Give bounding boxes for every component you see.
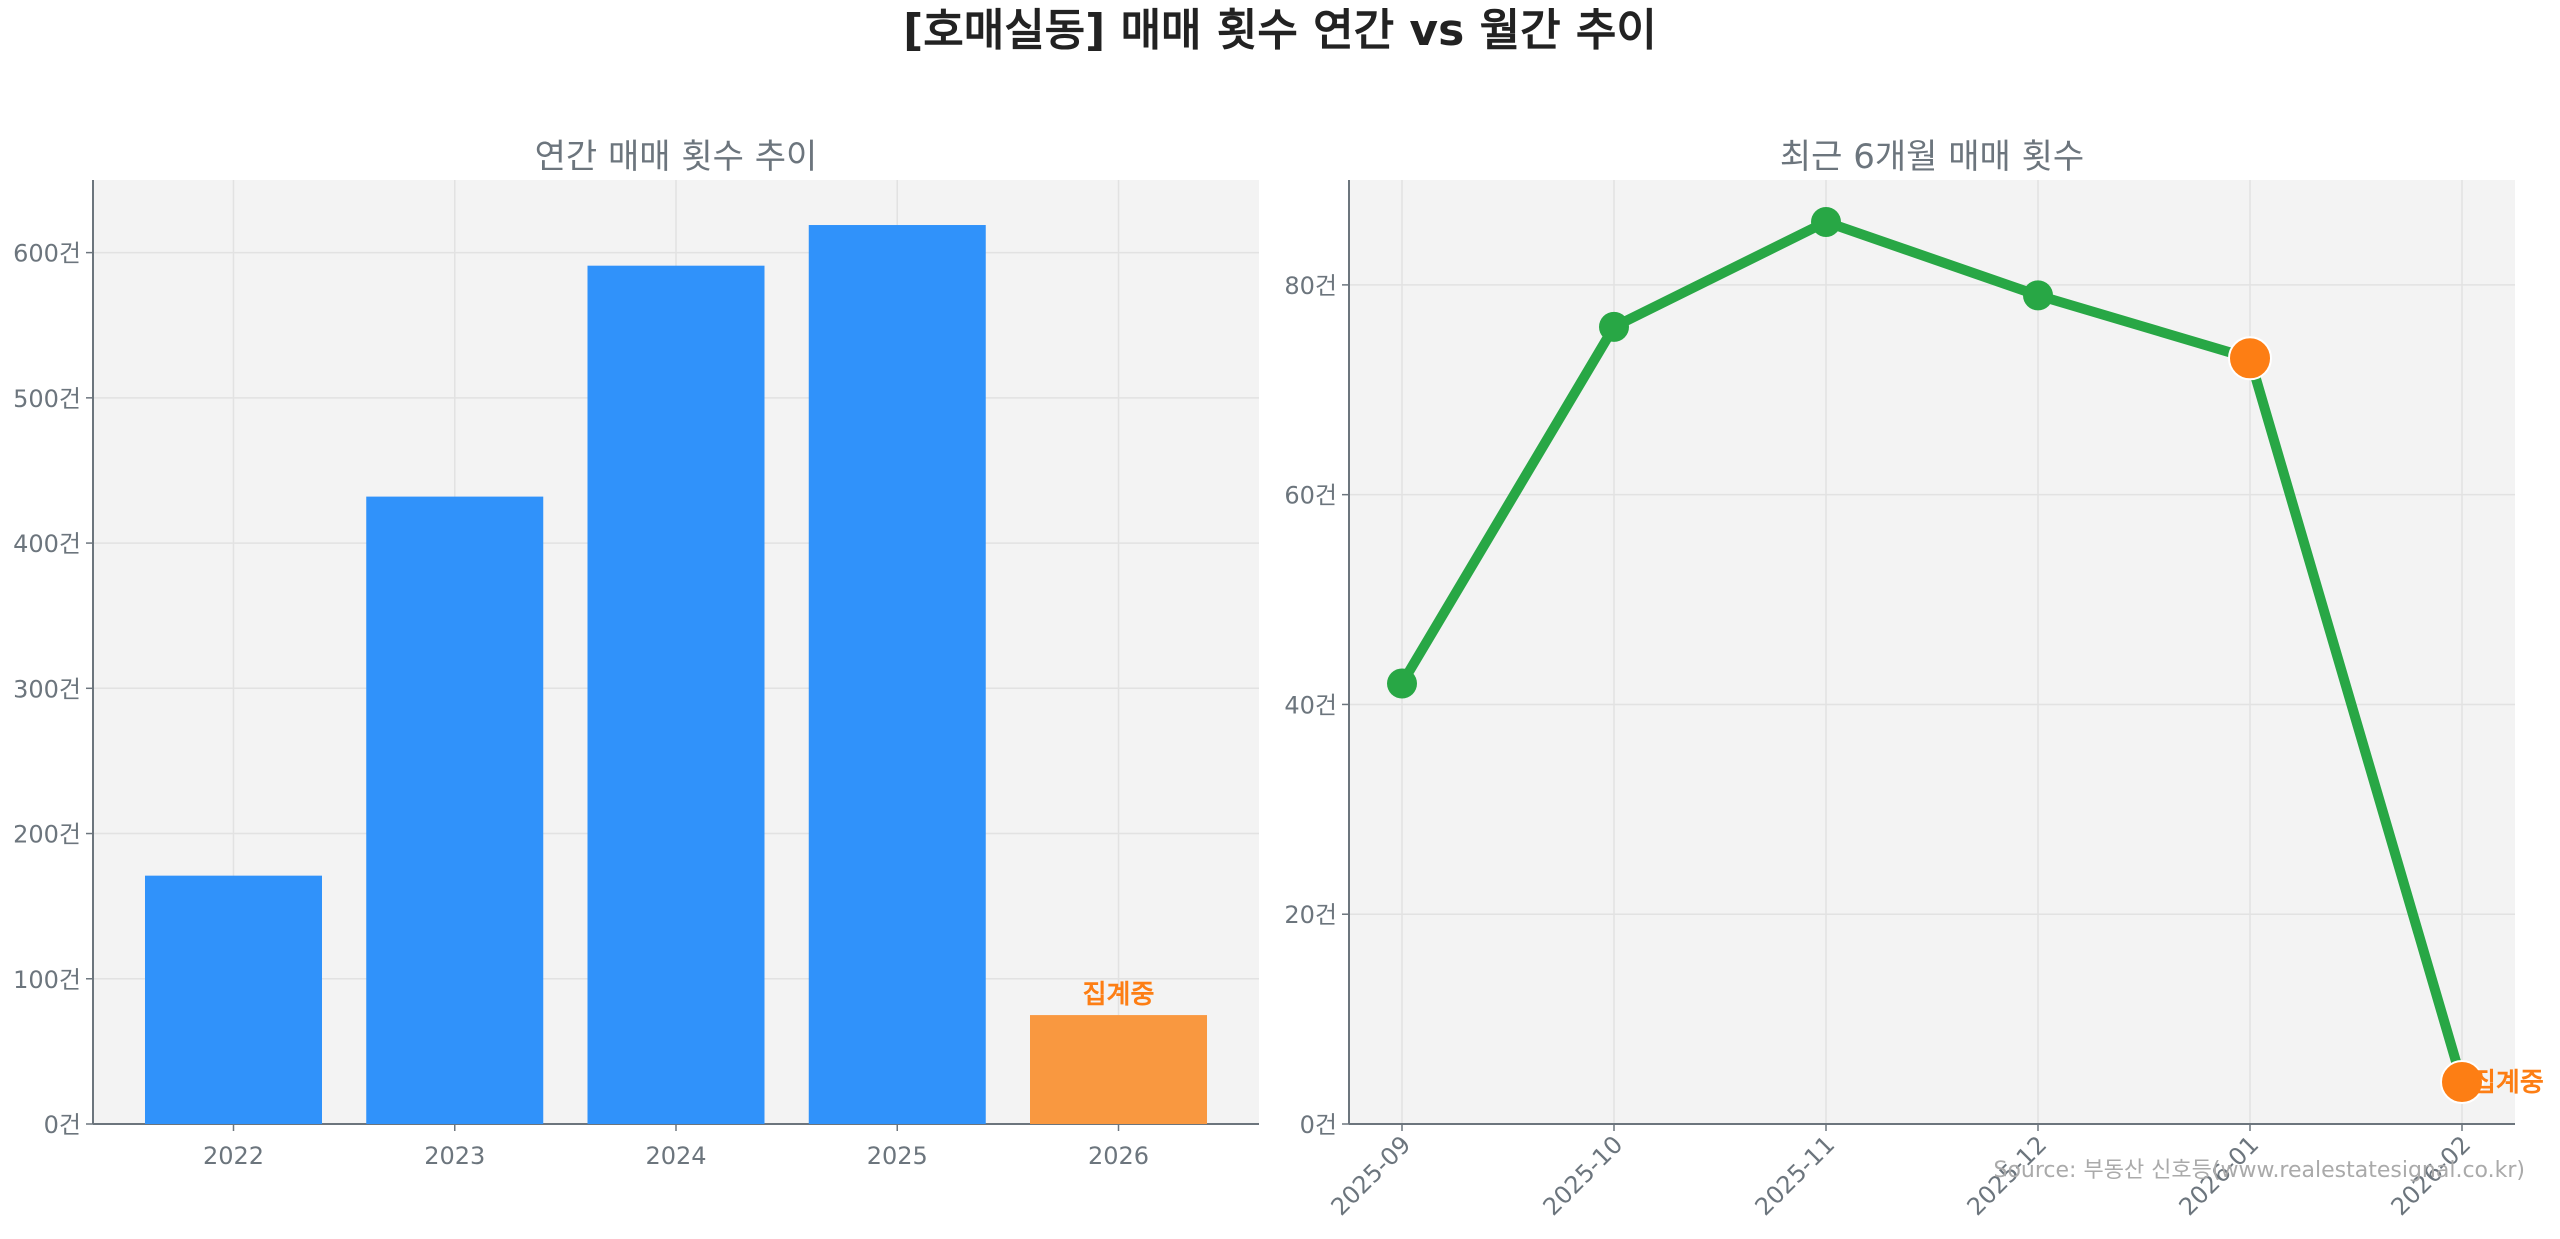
x-tick-label: 2022 xyxy=(203,1142,264,1170)
x-tick-label: 2025-11 xyxy=(1750,1130,1841,1221)
y-tick-label: 40건 xyxy=(1284,691,1337,719)
y-tick-label: 60건 xyxy=(1284,482,1337,510)
data-point-2025-09 xyxy=(1387,668,1417,699)
data-point-2025-12 xyxy=(2023,280,2053,311)
y-tick-label: 20건 xyxy=(1284,901,1337,929)
y-tick-label: 0건 xyxy=(1300,1111,1337,1139)
x-tick-label: 2025-09 xyxy=(1326,1130,1417,1221)
source-note: Source: 부동산 신호등(www.realestatesignal.co.… xyxy=(1994,1158,2526,1183)
y-tick-label: 500건 xyxy=(13,385,81,413)
left-chart-title: 연간 매매 횟수 추이 xyxy=(535,137,818,177)
y-tick-label: 600건 xyxy=(13,240,81,268)
y-tick-label: 300건 xyxy=(13,675,81,703)
y-tick-label: 80건 xyxy=(1284,272,1337,300)
bar-2022 xyxy=(144,875,322,1124)
monthly-line-chart: 최근 6개월 매매 횟수 0건 20건 40건 60건 80건 2025-09 2025-1… xyxy=(1284,137,2543,1221)
data-point-2026-02 xyxy=(2440,1060,2484,1105)
right-chart-title: 최근 6개월 매매 횟수 xyxy=(1780,137,2084,177)
y-tick-label: 400건 xyxy=(13,530,81,558)
bar-2025 xyxy=(808,225,986,1124)
series-line xyxy=(1397,216,2467,1084)
x-tick-label: 2026 xyxy=(1088,1142,1149,1170)
data-point-2025-11 xyxy=(1811,206,1841,237)
data-point-2025-10 xyxy=(1599,311,1629,342)
annual-bar-chart: 연간 매매 횟수 추이 0건 100건 200건 300건 400건 500건 600건 20… xyxy=(13,137,1259,1170)
bar-2024 xyxy=(587,265,765,1124)
x-tick-label: 2025 xyxy=(867,1142,928,1170)
y-tick-label: 200건 xyxy=(13,821,81,849)
bar-2023 xyxy=(366,496,544,1124)
x-tick-label: 2025-10 xyxy=(1538,1130,1629,1221)
x-tick-label: 2023 xyxy=(424,1142,485,1170)
y-tick-label: 0건 xyxy=(44,1111,81,1139)
y-tick-label: 100건 xyxy=(13,966,81,994)
data-point-2026-01 xyxy=(2228,336,2272,381)
bar-2026 xyxy=(1030,1015,1208,1124)
bar-annotation: 집계중 xyxy=(1083,980,1155,1010)
x-tick-label: 2024 xyxy=(645,1142,706,1170)
point-annotation: 집계중 xyxy=(2472,1068,2544,1098)
plot-background xyxy=(1349,180,2515,1124)
figure-title: [호매실동] 매매 횟수 연간 vs 월간 추이 xyxy=(903,5,1657,56)
